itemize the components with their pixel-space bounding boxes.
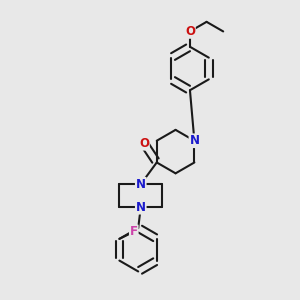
Text: N: N — [136, 178, 146, 191]
Text: N: N — [189, 134, 200, 147]
Text: F: F — [130, 225, 138, 238]
Text: O: O — [185, 25, 195, 38]
Text: N: N — [136, 201, 146, 214]
Text: O: O — [139, 137, 149, 150]
